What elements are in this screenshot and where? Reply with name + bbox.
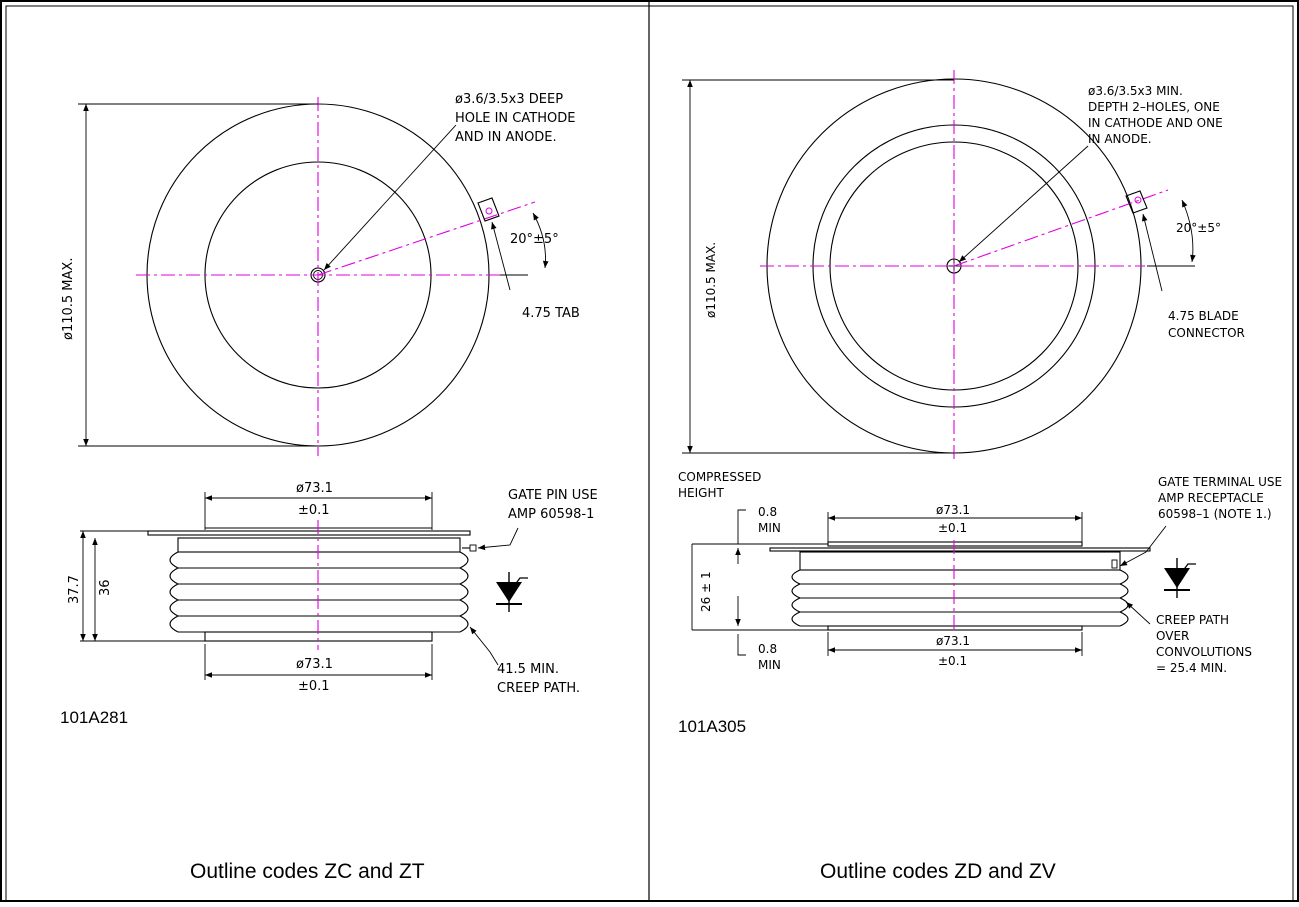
creep-leader [469,626,499,666]
top-dia-tol: ±0.1 [938,521,967,535]
bottom-dia-value: ø73.1 [296,657,333,672]
min-top-value: 0.8 [758,505,777,519]
panel-left: ø110.5 MAX. ø3.6/3.5x3 DEEP HOLE IN CATH… [60,92,602,883]
bottom-pole-face [827,625,1083,631]
panel-right: ø110.5 MAX. ø3.6/3.5x3 MIN. DEPTH 2–HOLE… [678,70,1286,883]
top-dia-tol: ±0.1 [298,503,330,518]
gate-tab [1125,190,1148,214]
min-bottom-value: 0.8 [758,642,777,656]
flange-plate [147,530,471,536]
tab-leader [1141,213,1163,292]
angle-arc [532,212,549,269]
tab-center-line [953,189,1169,267]
side-view-right: COMPRESSED HEIGHT 0.8 MIN ø73.1 ±0.1 [678,470,1286,675]
top-pole-face [827,541,1083,547]
hole-note: ø3.6/3.5x3 MIN. DEPTH 2–HOLES, ONE IN CA… [1088,84,1227,146]
thyristor-symbol-icon [496,572,528,612]
caption-right: Outline codes ZD and ZV [820,860,1056,883]
creep-note: CREEP PATH OVER CONVOLUTIONS = 25.4 MIN. [1156,613,1256,675]
flange-plate [769,547,1151,552]
tab-note: 4.75 BLADE CONNECTOR [1168,309,1245,340]
convolutions [791,569,1129,627]
diameter-label: ø110.5 MAX. [704,242,718,318]
top-dia-value: ø73.1 [936,503,970,517]
gate-tab [477,197,500,222]
height-label: 26 ± 1 [699,571,713,612]
height-outer: 37.7 [67,575,82,604]
hole-note: ø3.6/3.5x3 DEEP HOLE IN CATHODE AND IN A… [455,92,580,145]
gate-pin [469,544,477,552]
diameter-label: ø110.5 MAX. [61,258,76,340]
part-number-left: 101A281 [60,708,128,727]
bottom-dia-tol: ±0.1 [938,654,967,668]
creep-leader [1125,601,1151,625]
creep-note: 41.5 MIN. CREEP PATH. [497,662,580,696]
top-dia-value: ø73.1 [296,481,333,496]
hole-leader [323,124,457,271]
convolutions [169,551,469,633]
angle-label: 20°±5° [510,232,559,247]
gate-leader [1119,525,1167,567]
tab-leader [491,221,511,291]
part-number-right: 101A305 [678,717,746,736]
compressed-height-label: COMPRESSED HEIGHT [678,470,765,500]
gate-leader [477,527,519,551]
gate-note: GATE PIN USE AMP 60598-1 [508,488,602,522]
min-bottom-label: MIN [758,658,781,672]
height-inner: 36 [98,579,113,596]
bottom-dia-tol: ±0.1 [298,679,330,694]
thyristor-symbol-icon [1164,558,1196,598]
caption-left: Outline codes ZC and ZT [190,860,425,883]
housing-top [799,551,1121,571]
angle-label: 20°±5° [1176,221,1221,235]
angle-arc [1181,199,1196,263]
top-view-left: ø110.5 MAX. ø3.6/3.5x3 DEEP HOLE IN CATH… [61,92,580,456]
tab-note: 4.75 TAB [522,306,580,321]
min-top-label: MIN [758,521,781,535]
gate-note: GATE TERMINAL USE AMP RECEPTACLE 60598–1… [1158,475,1286,521]
bottom-dia-value: ø73.1 [936,634,970,648]
hole-leader [958,145,1089,263]
tab-center-line [317,201,536,276]
gate-terminal [1111,559,1118,569]
top-view-right: ø110.5 MAX. ø3.6/3.5x3 MIN. DEPTH 2–HOLE… [682,70,1245,463]
side-view-left: ø73.1 ±0.1 [67,481,602,696]
housing-top [177,537,461,553]
